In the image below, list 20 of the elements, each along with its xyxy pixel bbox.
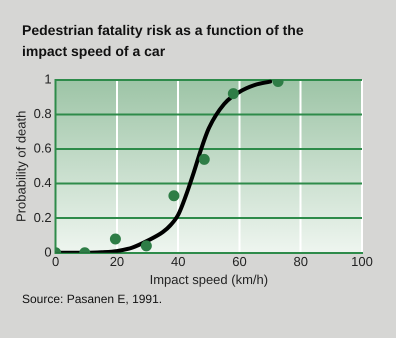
x-tick-label: 20 <box>110 254 124 270</box>
x-tick-label: 80 <box>294 254 308 270</box>
point <box>168 190 180 202</box>
y-tick-label: 0.6 <box>34 140 52 156</box>
y-tick-label: 0.4 <box>34 175 52 190</box>
x-tick-label: 60 <box>232 254 247 270</box>
point <box>110 233 121 244</box>
point <box>140 240 152 252</box>
x-tick-label: 40 <box>170 254 186 270</box>
y-tick-label: 0.2 <box>34 210 52 225</box>
y-axis-title: Probability of death <box>13 110 28 222</box>
chart-title: Pedestrian fatality risk as a function of the impact speed of a car <box>22 21 305 61</box>
x-tick-label: 100 <box>351 254 373 270</box>
x-axis-title: Impact speed (km/h) <box>150 272 268 287</box>
source-note: Source: Pasanen E, 1991. <box>22 292 162 306</box>
y-tick-label: 0.8 <box>34 106 52 121</box>
y-tick-label: 1 <box>44 71 52 86</box>
y-tick-label: 0 <box>44 244 52 260</box>
point <box>198 154 210 165</box>
point <box>228 88 239 100</box>
